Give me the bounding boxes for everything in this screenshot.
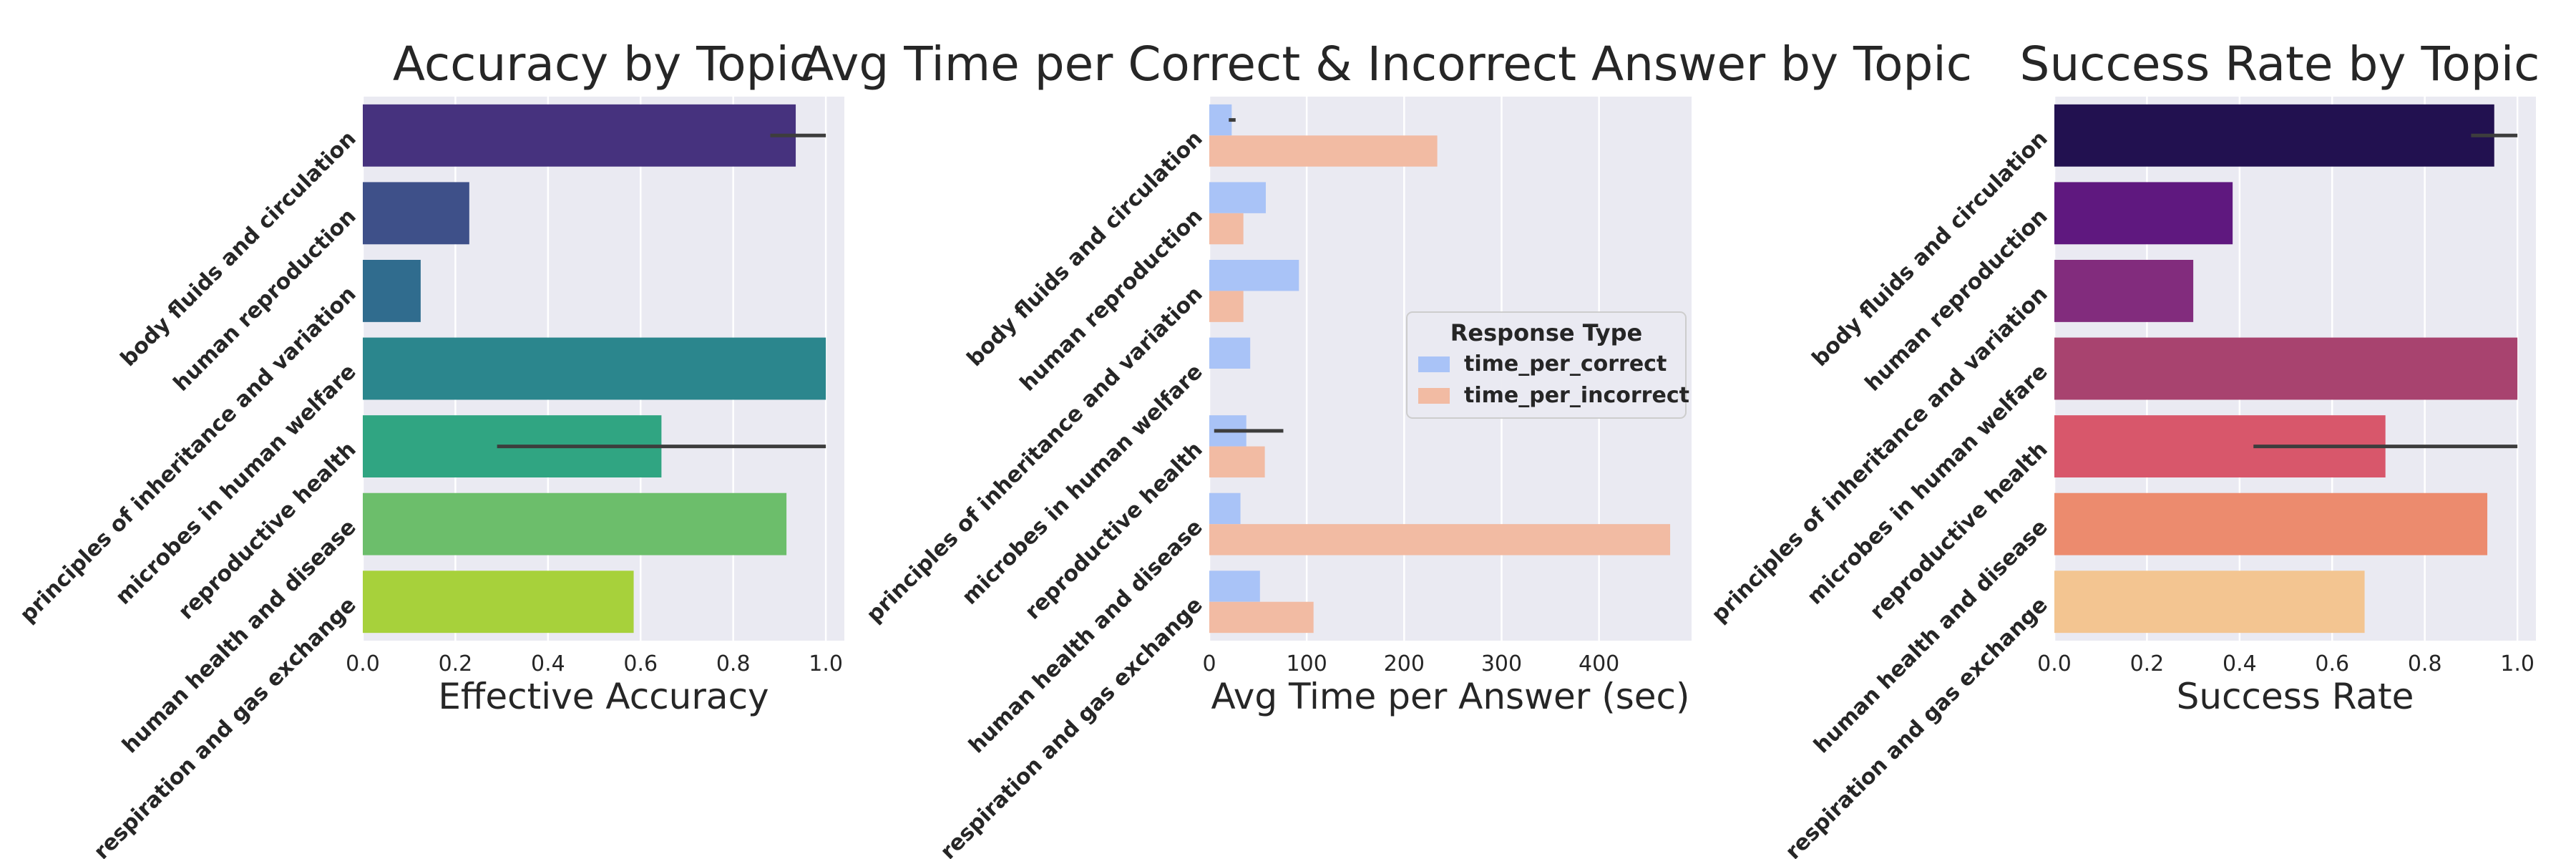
x-tick-label: 0.4 <box>531 651 565 676</box>
bar <box>1209 260 1299 291</box>
bar <box>363 492 787 555</box>
x-tick-label: 0.8 <box>2408 651 2442 676</box>
bar <box>363 571 634 634</box>
bar <box>1209 601 1314 634</box>
bar <box>363 104 796 167</box>
bar <box>2054 182 2233 245</box>
bar <box>1209 213 1244 245</box>
x-tick-label: 0.2 <box>2130 651 2165 676</box>
chart-title: Avg Time per Correct & Incorrect Answer … <box>801 37 1972 92</box>
bar <box>2054 492 2488 555</box>
bar <box>1209 571 1260 602</box>
bar <box>1209 337 1251 369</box>
x-axis-label: Effective Accuracy <box>438 676 769 717</box>
x-tick-label: 400 <box>1579 651 1619 676</box>
x-axis-label: Avg Time per Answer (sec) <box>1211 676 1689 717</box>
bar <box>363 337 826 400</box>
x-tick-label: 0.0 <box>2037 651 2072 676</box>
legend-swatch <box>1418 356 1450 372</box>
x-tick-label: 0.6 <box>2315 651 2349 676</box>
bar <box>1209 135 1438 167</box>
chart-title: Success Rate by Topic <box>2020 37 2540 92</box>
legend-swatch <box>1418 388 1450 404</box>
bar <box>2054 571 2365 634</box>
x-tick-label: 0.0 <box>346 651 380 676</box>
x-tick-label: 200 <box>1384 651 1425 676</box>
x-tick-label: 0 <box>1202 651 1216 676</box>
x-tick-label: 1.0 <box>809 651 843 676</box>
bar <box>1209 104 1232 136</box>
x-axis-label: Success Rate <box>2177 676 2414 717</box>
legend-title: Response Type <box>1450 319 1642 346</box>
bar <box>2054 260 2194 322</box>
legend-entry: time_per_correct <box>1464 351 1667 377</box>
x-tick-label: 1.0 <box>2500 651 2534 676</box>
chart-title: Accuracy by Topic <box>393 37 815 92</box>
x-tick-label: 0.6 <box>623 651 658 676</box>
bar <box>363 260 421 322</box>
legend-entry: time_per_incorrect <box>1464 383 1689 408</box>
x-tick-label: 0.8 <box>716 651 751 676</box>
bar <box>363 182 469 245</box>
x-tick-label: 0.4 <box>2223 651 2257 676</box>
legend: Response Type time_per_correct time_per_in… <box>1406 311 1689 419</box>
bar <box>2054 337 2518 400</box>
x-tick-label: 300 <box>1481 651 1522 676</box>
bar <box>1209 182 1266 213</box>
bar <box>1209 291 1244 322</box>
x-tick-label: 0.2 <box>439 651 473 676</box>
bar <box>1209 524 1671 555</box>
x-tick-label: 100 <box>1287 651 1327 676</box>
bar <box>1209 492 1241 525</box>
legend-box <box>1406 311 1687 419</box>
bar <box>2054 104 2494 167</box>
bar <box>1209 446 1265 477</box>
